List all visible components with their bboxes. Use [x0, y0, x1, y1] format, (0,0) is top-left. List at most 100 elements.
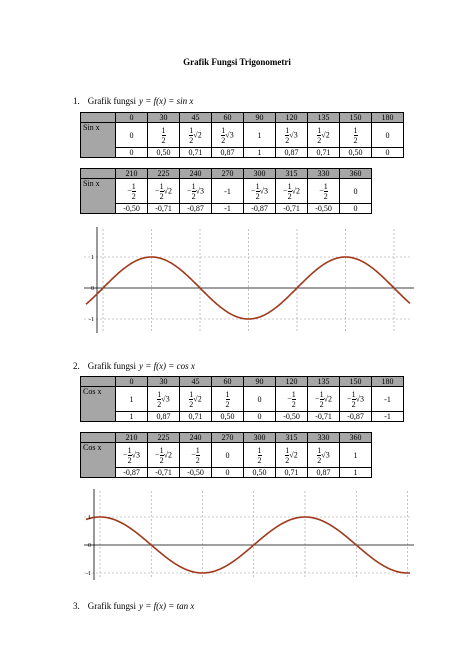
table-cell: 135 [307, 376, 340, 387]
sign: − [315, 393, 320, 403]
table-cell: 270 [211, 432, 244, 443]
table-cell: 60 [211, 112, 244, 123]
table-row: Sin x −1 2−1 2 √2−1 2 √3 -1−1 2 √3−1 2 √2−1 2 0 [80, 178, 372, 214]
curve [85, 256, 411, 320]
table-cell: 180 [371, 112, 404, 123]
numerator: 1 [319, 389, 324, 399]
section-number: 1. [73, 96, 80, 106]
numerator: 1 [159, 181, 164, 191]
section-label: Grafik fungsi [87, 601, 136, 611]
sign: − [251, 185, 256, 195]
root: √2 [321, 129, 330, 139]
graph: 1 0 -1 [84, 227, 414, 333]
table-cell: 135 [307, 112, 340, 123]
table-cell: 30 [147, 376, 180, 387]
root: √2 [289, 449, 298, 459]
y-label: -1 [86, 571, 91, 577]
root: √2 [163, 185, 172, 195]
denominator: 2 [285, 134, 290, 145]
root: √3 [225, 129, 234, 139]
sign: − [191, 449, 196, 459]
table-cell: -1 [371, 411, 404, 422]
denominator: 2 [351, 398, 356, 409]
table-cell: 150 [339, 376, 372, 387]
sign: − [347, 393, 352, 403]
table-cell: 0 [115, 122, 148, 148]
sign: − [187, 185, 192, 195]
table-cell: -0,87 [115, 467, 148, 478]
value-table: 210 225 240 270 300 315 330 360 Cos x −1 2 √3−1 2 √2−… [80, 432, 372, 478]
root: √3 [195, 185, 204, 195]
numerator: 1 [159, 445, 164, 455]
sign: − [123, 449, 128, 459]
root: √3 [259, 185, 268, 195]
numerator: 1 [287, 181, 292, 191]
y-label: 1 [88, 515, 91, 521]
curve [85, 516, 411, 574]
root: √2 [291, 185, 300, 195]
table-cell: 90 [243, 376, 276, 387]
root: √3 [161, 393, 170, 403]
numerator: 1 [191, 181, 196, 191]
sign: − [127, 185, 132, 195]
denominator: 2 [127, 454, 132, 465]
sign: − [283, 185, 288, 195]
table-cell: −1 2 √3 [243, 178, 276, 204]
table-cell: −1 2 [307, 178, 340, 204]
table-cell: 240 [179, 168, 212, 179]
table-cell: 225 [147, 432, 180, 443]
table-cell: 0 [339, 203, 372, 214]
table-row: Sin x 0 1 2 1 2 √2 1 2 √3 1 1 2 √3 1 2 √2 1 2 0 [80, 122, 404, 158]
denominator: 2 [221, 134, 226, 145]
table-cell: 1 2 √3 [147, 386, 180, 412]
table-cell: 240 [179, 432, 212, 443]
table-cell: −1 2 √2 [307, 386, 340, 412]
table-cell: 0,71 [275, 467, 308, 478]
table-cell: -1 [371, 386, 404, 412]
table-cell: -0,87 [179, 203, 212, 214]
root: √2 [163, 449, 172, 459]
table-cell: 0,71 [179, 411, 212, 422]
table-cell: −1 2 [275, 386, 308, 412]
denominator: 2 [323, 190, 328, 201]
table-cell: 0 [243, 386, 276, 412]
denominator: 2 [161, 134, 166, 145]
table-cell: 1 [115, 386, 148, 412]
table-cell: 1 [115, 411, 148, 422]
table-cell: 1 [243, 147, 276, 158]
table-cell: 360 [339, 168, 372, 179]
numerator: 1 [317, 125, 322, 135]
table-cell: −1 2 [115, 178, 148, 204]
table-cell [80, 376, 116, 387]
table-cell: 0,87 [275, 147, 308, 158]
table-cell: 1 [243, 122, 276, 148]
denominator: 2 [159, 190, 164, 201]
table-row: -0,87 -0,71 -0,50 0 0,50 0,71 0,87 1 [81, 467, 372, 478]
denominator: 2 [317, 134, 322, 145]
section-number: 3. [73, 601, 80, 611]
table-cell: 300 [243, 168, 276, 179]
numerator: 1 [161, 125, 166, 135]
numerator: 1 [157, 389, 162, 399]
table-cell: 210 [115, 432, 148, 443]
table-cell: 30 [147, 112, 180, 123]
root: √2 [193, 393, 202, 403]
table-cell: 225 [147, 168, 180, 179]
table-cell: −1 2 √3 [339, 386, 372, 412]
sign: − [155, 185, 160, 195]
table-row: 0 30 45 60 90 120 135 150 180 [80, 112, 404, 123]
table-cell: 0,50 [243, 467, 276, 478]
table-cell: −1 2 [179, 442, 212, 468]
table-cell: 45 [179, 376, 212, 387]
numerator: 1 [189, 125, 194, 135]
